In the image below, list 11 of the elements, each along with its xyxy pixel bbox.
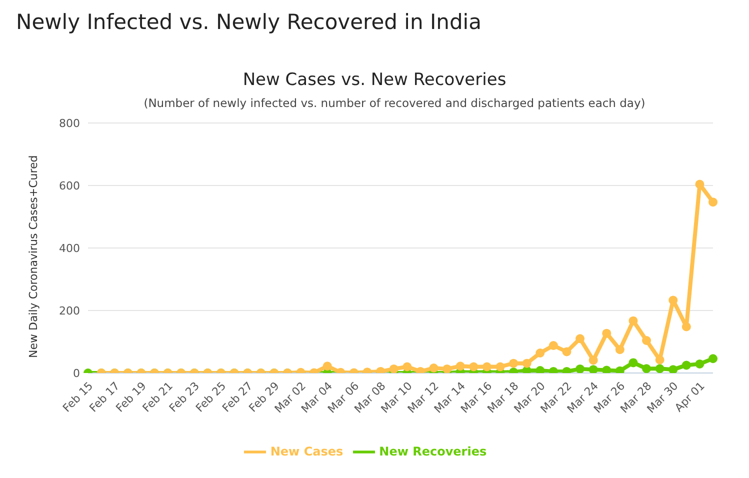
legend-label: New Recoveries <box>379 444 487 458</box>
y-tick-label: 600 <box>59 179 80 192</box>
text: (Number of newly infected vs. number of recovered and discharged patients each day) <box>142 96 646 110</box>
y-tick-label: 0 <box>73 366 80 380</box>
chart-title: Newly Infected vs. Newly Recovered in India <box>16 10 482 34</box>
y-axis-title: New Daily Coronavirus Cases+Cured <box>26 155 40 358</box>
chart-subtitle: New Cases vs. New Recoveries <box>242 70 508 90</box>
y-tick-label: 400 <box>59 242 80 255</box>
y-tick-label: 800 <box>59 116 80 130</box>
y-tick-label: 200 <box>59 304 80 318</box>
legend-label: New Cases <box>270 444 344 458</box>
